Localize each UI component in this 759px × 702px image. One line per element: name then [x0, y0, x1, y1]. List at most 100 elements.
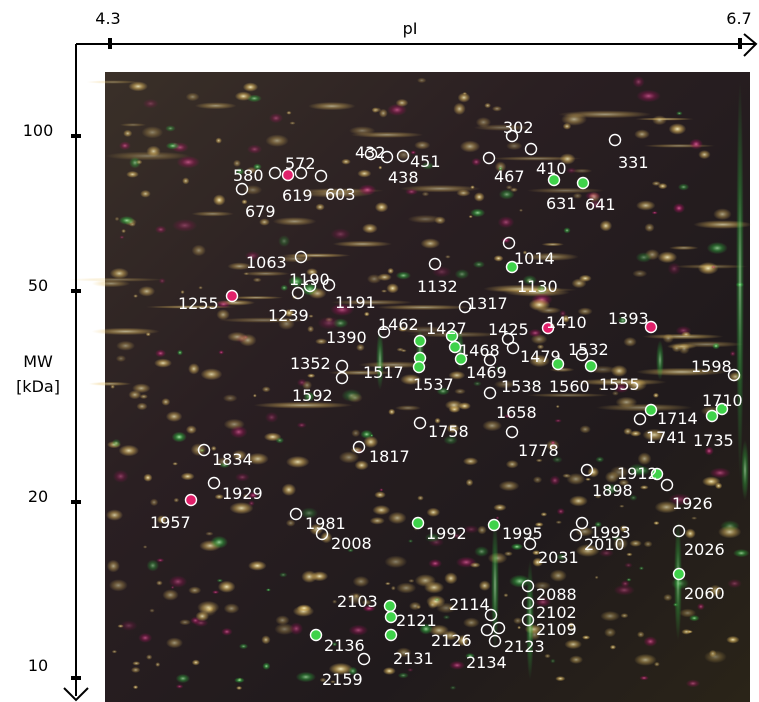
spot-label-2134: 2134	[466, 653, 507, 672]
spot-marker-1532[interactable]	[575, 348, 589, 362]
spot-label-1741: 1741	[646, 428, 687, 447]
spot-marker-1758[interactable]	[413, 416, 427, 430]
y-tick-label-100: 100	[23, 121, 54, 140]
spot-marker-1390[interactable]	[377, 325, 391, 339]
spot-marker-1926[interactable]	[660, 478, 674, 492]
spot-marker-1538[interactable]	[483, 353, 497, 367]
spot-marker-1462[interactable]	[413, 334, 427, 348]
spot-marker-2114[interactable]	[484, 608, 498, 622]
spot-marker-2121[interactable]	[384, 610, 398, 624]
spot-marker-1410[interactable]	[541, 321, 555, 335]
spot-marker-1014[interactable]	[502, 236, 516, 250]
spot-marker-603[interactable]	[314, 169, 328, 183]
spot-marker-1393[interactable]	[644, 320, 658, 334]
spot-marker-432[interactable]	[364, 147, 378, 161]
spot-marker-2126[interactable]	[480, 623, 494, 637]
spot-marker-580[interactable]	[268, 166, 282, 180]
spot-marker-1598[interactable]	[727, 368, 741, 382]
spot-marker-1834[interactable]	[197, 443, 211, 457]
spot-marker-1741[interactable]	[633, 412, 647, 426]
spot-marker-2026[interactable]	[672, 524, 686, 538]
spot-marker-1468[interactable]	[448, 340, 462, 354]
spot-marker-2008[interactable]	[315, 527, 329, 541]
spot-marker-1479[interactable]	[506, 341, 520, 355]
spot-marker-302[interactable]	[505, 129, 519, 143]
spot-marker-619[interactable]	[281, 168, 295, 182]
spot-marker-2031[interactable]	[523, 537, 537, 551]
spot-marker-1981[interactable]	[289, 507, 303, 521]
spot-marker-1778[interactable]	[505, 425, 519, 439]
spot-marker-2123[interactable]	[492, 621, 506, 635]
spot-marker-2109[interactable]	[521, 613, 535, 627]
spot-marker-1995[interactable]	[487, 518, 501, 532]
spot-marker-1555[interactable]	[584, 359, 598, 373]
spot-marker-1912[interactable]	[650, 467, 664, 481]
spot-label-1758: 1758	[428, 422, 469, 441]
spot-marker-331[interactable]	[608, 133, 622, 147]
x-min-label: 4.3	[95, 9, 120, 28]
spot-marker-1427[interactable]	[445, 329, 459, 343]
spot-label-1778: 1778	[518, 441, 559, 460]
spot-label-1063: 1063	[246, 253, 287, 272]
spot-marker-1714[interactable]	[644, 403, 658, 417]
spot-marker-410[interactable]	[524, 142, 538, 156]
spot-label-2026: 2026	[684, 540, 725, 559]
spot-label-1555: 1555	[599, 375, 640, 394]
spot-marker-1735[interactable]	[705, 409, 719, 423]
spot-label-1929: 1929	[222, 484, 263, 503]
spot-marker-1992[interactable]	[411, 516, 425, 530]
spot-marker-1658[interactable]	[483, 386, 497, 400]
spot-marker-1929[interactable]	[207, 476, 221, 490]
spot-marker-2159[interactable]	[357, 652, 371, 666]
spot-marker-1993[interactable]	[575, 516, 589, 530]
spot-label-2131: 2131	[393, 649, 434, 668]
spot-marker-2134[interactable]	[488, 634, 502, 648]
spot-label-1390: 1390	[326, 328, 367, 347]
spot-marker-1710[interactable]	[715, 402, 729, 416]
spot-label-1479: 1479	[520, 347, 561, 366]
spot-marker-572[interactable]	[294, 166, 308, 180]
spot-marker-1560[interactable]	[551, 357, 565, 371]
gel-texture	[68, 76, 753, 691]
spot-marker-1957[interactable]	[184, 493, 198, 507]
spot-marker-451[interactable]	[396, 149, 410, 163]
spot-marker-641[interactable]	[576, 176, 590, 190]
spot-label-1592: 1592	[292, 386, 333, 405]
spot-marker-1255[interactable]	[225, 289, 239, 303]
spot-label-1517: 1517	[363, 363, 404, 382]
spot-marker-1239[interactable]	[291, 286, 305, 300]
spot-marker-1592[interactable]	[335, 371, 349, 385]
spot-marker-1817[interactable]	[352, 440, 366, 454]
spot-marker-2010[interactable]	[569, 528, 583, 542]
spot-marker-2103[interactable]	[383, 599, 397, 613]
spot-label-1255: 1255	[178, 294, 219, 313]
spot-marker-1537[interactable]	[412, 360, 426, 374]
spot-label-2010: 2010	[584, 535, 625, 554]
spot-marker-1352[interactable]	[335, 359, 349, 373]
spot-label-331: 331	[618, 153, 649, 172]
spot-label-1926: 1926	[672, 494, 713, 513]
spot-label-1190: 1190	[289, 270, 330, 289]
spot-marker-1063[interactable]	[294, 250, 308, 264]
spot-marker-1130[interactable]	[505, 260, 519, 274]
spot-marker-438[interactable]	[380, 150, 394, 164]
spot-marker-2102[interactable]	[521, 596, 535, 610]
spot-label-2121: 2121	[396, 611, 437, 630]
spot-label-1981: 1981	[305, 514, 346, 533]
spot-marker-631[interactable]	[547, 173, 561, 187]
spot-label-432: 432	[355, 143, 386, 162]
spot-marker-1317[interactable]	[458, 300, 472, 314]
spot-marker-1898[interactable]	[580, 463, 594, 477]
spot-label-1532: 1532	[568, 340, 609, 359]
spot-marker-467[interactable]	[482, 151, 496, 165]
spot-marker-2136[interactable]	[309, 628, 323, 642]
spot-marker-2060[interactable]	[672, 567, 686, 581]
spot-marker-2131[interactable]	[384, 628, 398, 642]
spot-marker-2088[interactable]	[521, 579, 535, 593]
spot-marker-1191[interactable]	[322, 278, 336, 292]
spot-label-1598: 1598	[691, 357, 732, 376]
spot-marker-1190[interactable]	[303, 279, 317, 293]
spot-marker-1469[interactable]	[454, 352, 468, 366]
spot-marker-1132[interactable]	[428, 257, 442, 271]
spot-marker-679[interactable]	[235, 182, 249, 196]
